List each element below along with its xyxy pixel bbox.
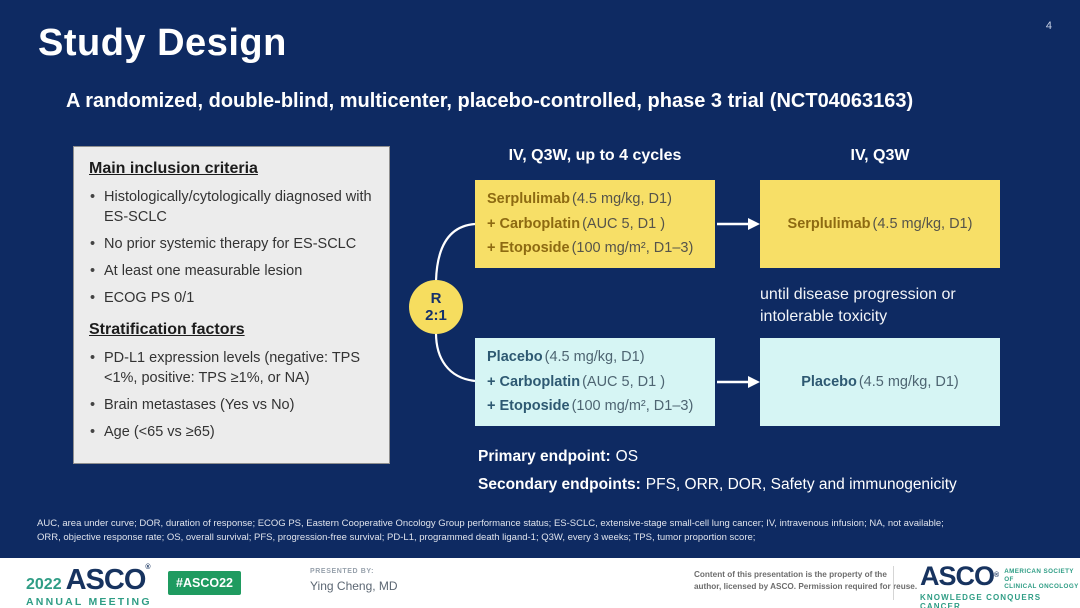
randomization-ratio: 2:1 [425,307,447,324]
inclusion-heading: Main inclusion criteria [89,160,258,177]
inclusion-item: No prior systemic therapy for ES-SCLC [89,234,374,254]
logo-year: 2022 [26,576,62,593]
stratification-item: Brain metastases (Yes vs No) [89,395,374,415]
regimen-line: + Etoposide (100 mg/m², D1–3) [487,394,715,419]
presenter-name: Ying Cheng, MD [310,579,398,593]
regimen-line: Serplulimab (4.5 mg/kg, D1) [487,187,715,212]
note-line: intolerable toxicity [760,308,888,325]
presented-by-label: PRESENTED BY: [310,568,375,575]
drug-dose: (4.5 mg/kg, D1) [872,216,973,232]
inclusion-item: At least one measurable lesion [89,261,374,281]
criteria-panel: Main inclusion criteria Histologically/c… [73,146,390,464]
society-line: CLINICAL ONCOLOGY [1004,583,1079,590]
registered-mark: ® [145,564,150,571]
stratification-item: Age (<65 vs ≥65) [89,422,374,442]
secondary-endpoints-label: Secondary endpoints: [478,476,641,493]
logo-asco-wordmark: ASCO® [65,564,151,596]
asco-society-logo: ASCO® AMERICAN SOCIETY OF CLINICAL ONCOL… [920,561,1080,608]
logo-meeting-text: ANNUAL MEETING [26,596,152,608]
page-number: 4 [1045,20,1052,32]
drug-dose: (4.5 mg/kg, D1) [572,191,672,207]
drug-name: + Etoposide [487,240,570,256]
drug-dose: (100 mg/m², D1–3) [571,398,694,414]
arm1-maintenance-box: Serplulimab (4.5 mg/kg, D1) [760,180,1000,268]
footer-bar: 2022 ASCO® ANNUAL MEETING #ASCO22 PRESEN… [0,558,1080,608]
drug-name: Serplulimab [787,216,871,232]
regimen-line: + Carboplatin (AUC 5, D1 ) [487,212,715,237]
disclaimer-line: Content of this presentation is the prop… [694,570,887,579]
drug-dose: (AUC 5, D1 ) [582,215,666,232]
footnote-line: AUC, area under curve; DOR, duration of … [37,518,944,529]
secondary-endpoints-value: PFS, ORR, DOR, Safety and immunogenicity [645,476,957,493]
drug-name: Serplulimab [487,191,570,207]
drug-dose: (AUC 5, D1 ) [582,373,666,390]
hashtag-badge: #ASCO22 [168,571,241,595]
arm2-maintenance-box: Placebo (4.5 mg/kg, D1) [760,338,1000,426]
primary-endpoint: Primary endpoint: OS [478,448,638,466]
drug-dose: (4.5 mg/kg, D1) [858,374,959,390]
note-line: until disease progression or [760,286,956,303]
stratification-heading: Stratification factors [89,321,245,338]
maintenance-note: until disease progression or intolerable… [760,284,1030,328]
logo-tagline: KNOWLEDGE CONQUERS CANCER [920,592,1042,608]
maintenance-phase-header: IV, Q3W [850,147,910,164]
inclusion-item: ECOG PS 0/1 [89,288,374,308]
presented-by-block: PRESENTED BY: Ying Cheng, MD [310,568,398,593]
regimen-line: + Carboplatin (AUC 5, D1 ) [487,370,715,395]
drug-dose: (100 mg/m², D1–3) [571,240,694,256]
randomization-symbol: R [430,290,442,307]
page-title: Study Design [38,22,287,64]
footer-divider [893,566,894,600]
regimen-line: Placebo (4.5 mg/kg, D1) [487,345,715,370]
society-line: AMERICAN SOCIETY OF [1004,568,1074,583]
drug-name: + Carboplatin [487,215,581,232]
secondary-endpoints: Secondary endpoints: PFS, ORR, DOR, Safet… [478,476,957,494]
arm1-induction-box: Serplulimab (4.5 mg/kg, D1) + Carboplatin… [475,180,715,268]
registered-mark: ® [994,572,999,579]
disclaimer-line: author, licensed by ASCO. Permission req… [694,581,918,591]
regimen-line: + Etoposide (100 mg/m², D1–3) [487,236,715,261]
stratification-item: PD-L1 expression levels (negative: TPS <… [89,348,374,388]
society-name: AMERICAN SOCIETY OF CLINICAL ONCOLOGY [1004,568,1080,591]
logo-asco-wordmark: ASCO® [920,561,999,591]
drug-name: + Etoposide [487,398,570,414]
primary-endpoint-label: Primary endpoint: [478,448,611,465]
primary-endpoint-value: OS [615,448,639,465]
content-disclaimer: Content of this presentation is the prop… [694,569,917,592]
trial-subtitle: A randomized, double-blind, multicenter,… [66,90,914,112]
drug-dose: (4.5 mg/kg, D1) [544,349,645,365]
drug-name: Placebo [801,374,857,390]
randomization-circle: R 2:1 [409,280,463,334]
arm2-induction-box: Placebo (4.5 mg/kg, D1) + Carboplatin (AUC… [475,338,715,426]
abbreviations-footnote: AUC, area under curve; DOR, duration of … [37,517,1052,544]
footnote-line: ORR, objective response rate; OS, overal… [37,531,756,543]
drug-name: Placebo [487,349,543,365]
induction-phase-header: IV, Q3W, up to 4 cycles [508,147,682,164]
drug-name: + Carboplatin [487,373,581,390]
inclusion-item: Histologically/cytologically diagnosed w… [89,187,374,227]
asco-2022-meeting-logo: 2022 ASCO® ANNUAL MEETING [26,564,152,608]
